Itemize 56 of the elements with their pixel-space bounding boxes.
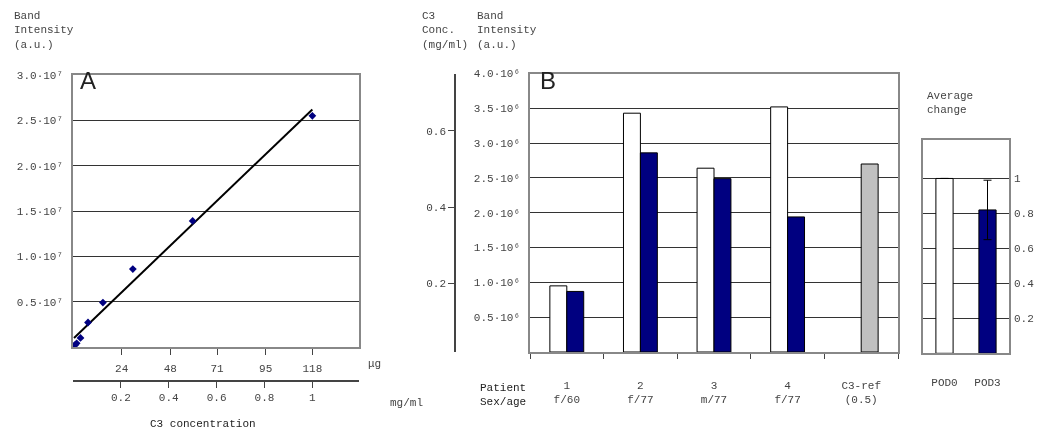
x-tick-label: 71: [210, 362, 225, 375]
x-axis-title: μg: [368, 358, 382, 370]
x-tick-label: POD3: [974, 377, 1001, 390]
y-tick-label: 1.5·10⁶: [473, 242, 521, 255]
x2-tick-label: 0.4: [158, 391, 180, 404]
x-tick-label: 1 f/60: [553, 379, 580, 407]
y-tick-label: 0.8: [1013, 208, 1034, 221]
point: [76, 334, 85, 342]
y-tick-label: 2.5·10⁷: [16, 115, 64, 128]
y-tick-label: 0.6: [1013, 243, 1034, 256]
point: [84, 318, 92, 327]
y-tick-label: 3.0·10⁶: [473, 137, 521, 150]
text: C3 concentration: [150, 418, 256, 430]
y-tick-label: 1.0·10⁷: [16, 251, 64, 264]
y-axis-title: Band Intensity (a.u.): [14, 10, 74, 51]
x-tick-label: 48: [163, 362, 177, 375]
y2-axis-title: C3 Conc. (mg/ml): [422, 10, 469, 51]
x2-tick-label: 1: [309, 391, 317, 404]
point: [99, 298, 107, 307]
point: [308, 111, 317, 120]
y-tick-label: 4.0·10⁶: [473, 68, 521, 81]
x2-tick-label: 0.8: [254, 391, 275, 404]
y2-tick-label: 0.2: [426, 278, 447, 291]
y-tick-label: 0.2: [1013, 313, 1034, 326]
text: Patient Sex/age: [480, 382, 527, 409]
x2-axis-title: mg/ml: [390, 397, 424, 409]
y-tick-label: 1.5·10⁷: [16, 205, 64, 218]
y-axis-title: Band Intensity (a.u.): [477, 10, 537, 51]
x-tick-label: 24: [115, 362, 129, 375]
x-tick-label: C3-ref (0.5): [841, 379, 881, 407]
x-tick-label: 118: [302, 362, 323, 375]
y-tick-label: 0.4: [1013, 278, 1035, 291]
x-tick-label: 4 f/77: [774, 379, 801, 407]
y-tick-label: 0.5·10⁶: [473, 312, 521, 325]
bar: [860, 163, 879, 352]
x2-tick-label: 0.2: [110, 391, 131, 404]
x2-tick-label: 0.6: [206, 391, 227, 404]
point: [188, 217, 197, 225]
y-tick-label: 1.0·10⁶: [473, 277, 521, 290]
x-tick-label: POD0: [931, 377, 958, 390]
x-tick-label: 3 m/77: [700, 379, 728, 407]
x-tick-label: 95: [259, 362, 273, 375]
y-tick-label: 2.5·10⁶: [473, 172, 521, 185]
y-axis-title: Average change: [927, 90, 974, 117]
y2-tick-label: 0.6: [426, 125, 447, 138]
x-tick-label: 2 f/77: [627, 379, 654, 407]
y-tick-label: 2.0·10⁷: [16, 160, 64, 173]
annotation: A: [80, 67, 97, 94]
y-tick-label: 3.0·10⁷: [16, 69, 64, 82]
y-tick-label: 0.5·10⁷: [16, 296, 64, 309]
y2-tick-label: 0.4: [426, 201, 447, 214]
y-tick-label: 1: [1013, 173, 1021, 186]
annotation: B: [540, 67, 557, 94]
point: [128, 265, 137, 273]
y-tick-label: 2.0·10⁶: [473, 207, 521, 220]
y-tick-label: 3.5·10⁶: [473, 103, 521, 116]
